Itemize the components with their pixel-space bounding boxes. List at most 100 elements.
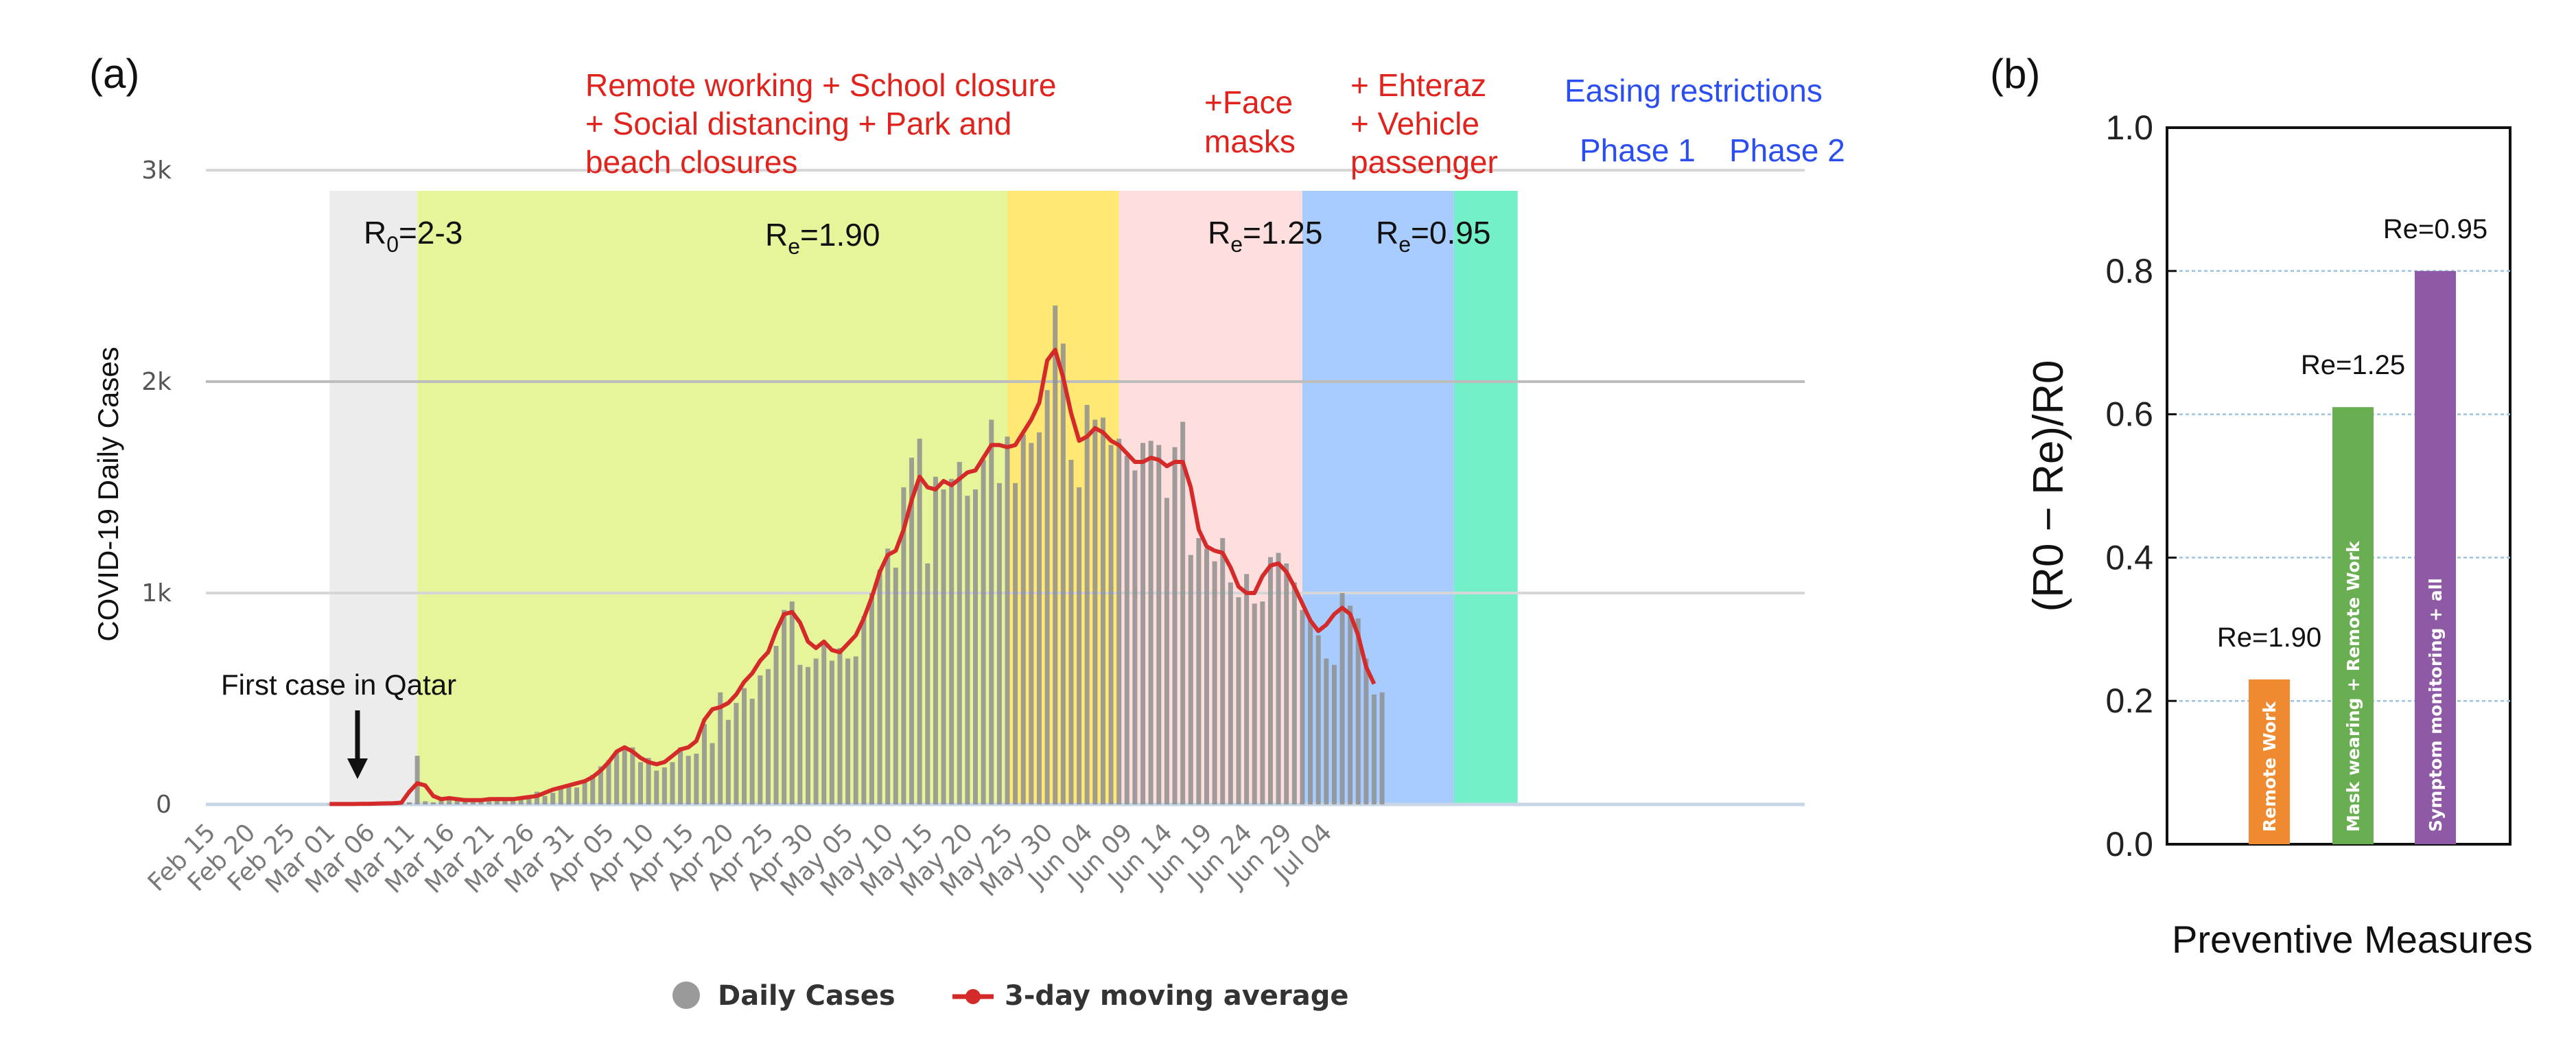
daily-case-bar [1029, 443, 1034, 804]
daily-case-bar [742, 688, 747, 804]
daily-case-bar [957, 462, 962, 804]
daily-case-bar [965, 496, 970, 804]
daily-case-bar [861, 616, 867, 804]
daily-case-bar [1291, 582, 1297, 804]
b-bar [2332, 407, 2374, 844]
b-bar-value-label: Re=0.95 [2383, 214, 2487, 244]
daily-case-bar [1204, 548, 1209, 804]
daily-case-bar [909, 457, 915, 804]
daily-case-bar [1060, 343, 1066, 804]
phase-band [417, 191, 1007, 804]
b-y-tick-label: 0.4 [2105, 538, 2153, 577]
phase-label: Re=1.90 [765, 217, 880, 259]
daily-case-bar [447, 799, 452, 804]
daily-case-bar [917, 439, 922, 804]
daily-case-bar [670, 762, 675, 804]
daily-case-bar [725, 719, 731, 804]
daily-case-bar [1236, 597, 1241, 804]
daily-case-bar [797, 664, 803, 804]
daily-case-bar [1036, 432, 1042, 804]
daily-case-bar [989, 419, 994, 804]
daily-case-bar [630, 747, 635, 804]
legend-moving-average-label: 3-day moving average [1005, 980, 1348, 1012]
daily-case-bar [789, 601, 795, 804]
daily-case-bar [550, 793, 556, 804]
daily-case-bar [941, 489, 946, 804]
b-bar-value-label: Re=1.90 [2217, 623, 2321, 653]
b-y-tick-labels: 0.0 0.2 0.4 0.6 0.8 1.0 [2105, 108, 2177, 863]
daily-case-bar [1348, 605, 1353, 804]
daily-case-bar [614, 752, 620, 804]
daily-case-bar [996, 483, 1002, 804]
daily-case-bar [511, 799, 516, 804]
daily-case-bar [749, 699, 755, 804]
daily-case-bar [661, 767, 667, 804]
legend-moving-average-marker [952, 989, 994, 1004]
daily-case-bar [1124, 455, 1129, 804]
measures-line-1: Remote working + School closure [585, 67, 1057, 103]
face-masks-line-1: +Face [1204, 84, 1293, 120]
daily-case-bar [877, 570, 882, 804]
daily-case-bar [454, 800, 460, 804]
b-bar-category-label: Remote Work [2260, 701, 2280, 832]
daily-case-bar [654, 770, 659, 804]
phase-labels: R0=2-3 Re=1.90 Re=1.25 Re=0.95 [364, 215, 1490, 259]
daily-case-bar [590, 774, 596, 804]
daily-case-bar [534, 791, 539, 804]
daily-case-bar [1276, 553, 1281, 804]
daily-case-bar [407, 802, 412, 804]
daily-case-bar [1172, 447, 1178, 804]
daily-case-bar [478, 800, 484, 804]
daily-case-bar [598, 766, 603, 804]
daily-case-bar [1300, 609, 1305, 804]
daily-case-bar [701, 723, 707, 804]
ehteraz-line-3: passenger [1350, 144, 1498, 180]
daily-case-bar [1284, 563, 1289, 804]
daily-case-bar [782, 609, 787, 804]
daily-case-bar [1100, 417, 1105, 804]
daily-case-bar [1092, 419, 1098, 804]
b-y-tick-label: 0.8 [2105, 252, 2153, 290]
daily-case-bar [1156, 445, 1162, 804]
b-y-tick-label: 0.2 [2105, 682, 2153, 720]
daily-case-bars [327, 305, 1385, 805]
daily-case-bar [1212, 561, 1217, 804]
phase-bands [329, 191, 1518, 804]
legend-daily-cases-marker [672, 982, 700, 1009]
daily-case-bar [414, 756, 420, 804]
daily-case-bar [718, 692, 723, 804]
daily-case-bar [1020, 434, 1026, 804]
daily-case-bar [1331, 664, 1337, 804]
y-tick-label: 1k [141, 579, 172, 607]
daily-case-bar [542, 795, 548, 804]
daily-case-bar [901, 487, 906, 804]
daily-case-bar [1196, 537, 1202, 804]
daily-case-bar [1363, 658, 1369, 804]
phase-band [1453, 191, 1518, 804]
daily-case-bar [1068, 459, 1074, 804]
daily-case-bar [686, 756, 691, 804]
daily-case-bar [526, 795, 532, 804]
daily-case-bar [1044, 390, 1050, 804]
daily-case-bar [694, 754, 699, 804]
y-tick-label: 0 [156, 791, 172, 819]
b-bars: Re=1.90 Remote Work Re=1.25 Mask wearing + … [2217, 214, 2487, 844]
daily-case-bar [438, 800, 444, 804]
daily-case-bar [813, 658, 819, 804]
daily-case-bar [582, 781, 587, 804]
daily-case-bar [1379, 692, 1385, 804]
moving-average-line [329, 347, 1377, 806]
daily-case-bar [1228, 582, 1233, 804]
daily-case-bar [1372, 694, 1377, 804]
daily-case-bar [646, 758, 651, 804]
daily-case-bar [1116, 439, 1122, 804]
b-x-axis-title: Preventive Measures [2172, 918, 2533, 961]
daily-case-bar [1220, 537, 1226, 804]
daily-case-bar [1308, 620, 1313, 804]
measures-line-2: + Social distancing + Park and [585, 106, 1011, 141]
phase-label: Re=0.95 [1376, 215, 1490, 257]
b-y-axis-title: (R0 − Re)/R0 [2025, 360, 2072, 612]
daily-case-bar [1077, 487, 1082, 804]
